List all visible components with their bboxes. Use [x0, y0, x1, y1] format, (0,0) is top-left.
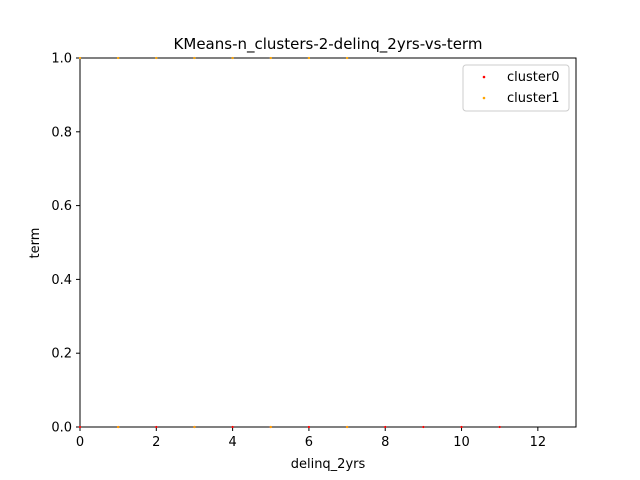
x-tick-label: 12: [530, 435, 547, 450]
data-point-cluster0: [231, 425, 234, 429]
data-point-cluster0: [78, 425, 82, 429]
legend-marker-cluster0: [482, 75, 486, 79]
x-tick-label: 8: [381, 435, 389, 450]
data-point-cluster1: [231, 56, 234, 60]
y-axis: 0.0 0.2 0.4 0.6 0.8 1.0: [51, 52, 80, 436]
data-point-cluster0: [384, 425, 387, 429]
data-point-cluster1: [269, 56, 272, 60]
x-axis-label: delinq_2yrs: [291, 457, 366, 472]
data-point-cluster1: [193, 56, 196, 60]
data-points: [78, 56, 501, 429]
data-point-cluster1: [269, 425, 272, 429]
legend-box: [462, 64, 570, 112]
chart-title: KMeans-n_clusters-2-delinq_2yrs-vs-term: [174, 35, 483, 54]
data-point-cluster1: [117, 425, 120, 429]
x-tick-label: 0: [76, 435, 84, 450]
x-tick-label: 6: [305, 435, 313, 450]
x-tick-label: 10: [453, 435, 470, 450]
data-point-cluster0: [307, 425, 311, 429]
data-point-cluster0: [498, 425, 501, 429]
y-tick-label: 0.8: [51, 125, 72, 140]
data-point-cluster1: [78, 56, 82, 60]
legend: cluster0 cluster1: [462, 64, 570, 112]
data-point-cluster1: [155, 56, 158, 60]
y-tick-label: 0.4: [51, 273, 72, 288]
y-tick-label: 0.2: [51, 347, 72, 362]
data-point-cluster0: [460, 425, 463, 429]
data-point-cluster0: [422, 425, 425, 429]
data-point-cluster1: [117, 56, 120, 60]
legend-label-cluster0: cluster0: [507, 70, 559, 85]
plot-area: [79, 57, 577, 428]
x-tick-label: 4: [228, 435, 236, 450]
y-tick-label: 1.0: [51, 52, 72, 67]
legend-label-cluster1: cluster1: [507, 91, 559, 106]
x-tick-label: 2: [152, 435, 160, 450]
x-axis: 0 2 4 6 8 10 12: [76, 427, 546, 450]
y-axis-label: term: [28, 228, 43, 259]
data-point-cluster1: [345, 425, 349, 429]
data-point-cluster1: [193, 425, 196, 429]
data-point-cluster1: [345, 56, 349, 60]
data-point-cluster1: [307, 56, 311, 60]
legend-marker-cluster1: [482, 96, 486, 100]
y-tick-label: 0.0: [51, 421, 72, 436]
y-tick-label: 0.6: [51, 199, 72, 214]
data-point-cluster0: [155, 425, 158, 429]
